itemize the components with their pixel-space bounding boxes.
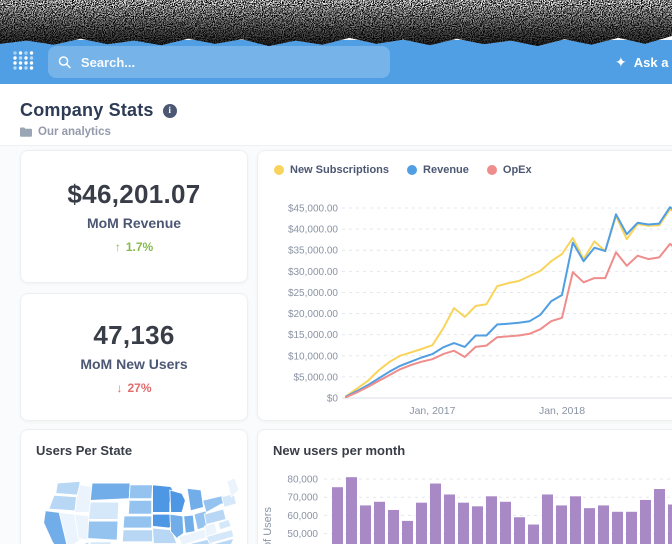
metabase-logo-icon[interactable] <box>11 49 37 75</box>
state-tn <box>187 537 213 544</box>
legend-item-new-subscriptions[interactable]: New Subscriptions <box>274 164 389 176</box>
noise-band <box>0 0 672 46</box>
ask-a-question-button[interactable]: ✦ Ask a <box>615 40 668 84</box>
svg-text:$30,000.00: $30,000.00 <box>288 267 338 278</box>
state-in <box>183 514 196 534</box>
card-mom-new-users[interactable]: 47,136 MoM New Users ↓ 27% <box>20 293 248 421</box>
legend-dot-red <box>486 165 497 175</box>
info-icon[interactable]: i <box>162 103 177 118</box>
folder-icon <box>20 127 32 137</box>
svg-text:80,000: 80,000 <box>287 475 318 486</box>
card-new-users-per-month[interactable]: New users per month of Users 80,000 70,00… <box>257 429 672 544</box>
ask-a-question-label: Ask a <box>633 54 669 70</box>
state-wi <box>169 489 186 513</box>
us-choropleth-map <box>43 477 239 544</box>
svg-text:Jan, 2018: Jan, 2018 <box>539 405 585 417</box>
state-nne <box>221 492 237 508</box>
card-users-per-state[interactable]: Users Per State <box>20 429 248 544</box>
chart-legend: New Subscriptions Revenue OpEx <box>258 151 672 176</box>
breadcrumb-label: Our analytics <box>38 126 111 138</box>
state-ks <box>121 529 153 543</box>
state-wv <box>203 522 218 538</box>
page-title: Company Stats <box>20 100 154 120</box>
svg-text:50,000: 50,000 <box>287 529 318 540</box>
card-revenue-trend[interactable]: New Subscriptions Revenue OpEx $45,000.0… <box>257 150 672 421</box>
legend-label: Revenue <box>423 164 469 176</box>
state-nv <box>58 511 81 544</box>
search-input[interactable] <box>78 53 380 71</box>
state-id <box>74 484 93 513</box>
bar-card-title: New users per month <box>273 443 406 458</box>
trend-down-icon: ↓ <box>116 380 123 395</box>
dashboard-canvas: $46,201.07 MoM Revenue ↑ 1.7% 47,136 MoM… <box>0 146 672 544</box>
legend-label: OpEx <box>502 164 532 176</box>
mom-new-users-value: 47,136 <box>93 319 175 350</box>
mom-revenue-delta: ↑ 1.7% <box>115 240 153 254</box>
page-header: Company Stats i Our analytics <box>0 84 672 146</box>
state-sd <box>127 499 153 515</box>
svg-text:$25,000.00: $25,000.00 <box>288 288 338 299</box>
legend-item-opex[interactable]: OpEx <box>486 164 532 176</box>
svg-text:$35,000.00: $35,000.00 <box>288 246 338 257</box>
legend-dot-blue <box>407 165 418 175</box>
search-icon <box>58 56 71 69</box>
state-ut <box>74 513 91 541</box>
svg-text:70,000: 70,000 <box>287 493 318 504</box>
mom-new-users-delta-value: 27% <box>127 380 152 395</box>
state-wy <box>88 501 120 520</box>
state-nd <box>128 484 154 500</box>
map-card-title: Users Per State <box>36 443 133 458</box>
mom-new-users-label: MoM New Users <box>80 355 188 372</box>
svg-text:$0: $0 <box>327 394 339 405</box>
svg-text:Jan, 2017: Jan, 2017 <box>409 405 455 417</box>
line-chart: $45,000.00 $40,000.00 $35,000.00 $30,000.00… <box>288 204 672 417</box>
svg-text:$20,000.00: $20,000.00 <box>288 309 338 320</box>
state-pa <box>203 508 227 526</box>
svg-text:$40,000.00: $40,000.00 <box>288 225 338 236</box>
state-az <box>82 541 90 544</box>
mom-revenue-value: $46,201.07 <box>67 179 201 209</box>
state-me <box>226 477 239 498</box>
state-wa <box>55 480 81 496</box>
sparkle-icon: ✦ <box>615 54 627 70</box>
svg-text:60,000: 60,000 <box>287 511 318 522</box>
card-mom-revenue[interactable]: $46,201.07 MoM Revenue ↑ 1.7% <box>20 150 248 283</box>
trend-up-icon: ↑ <box>114 240 121 254</box>
svg-text:$10,000.00: $10,000.00 <box>288 351 338 362</box>
mom-new-users-delta: ↓ 27% <box>116 381 151 395</box>
state-ne <box>122 515 153 529</box>
legend-label: New Subscriptions <box>290 164 390 176</box>
svg-text:$15,000.00: $15,000.00 <box>288 330 338 341</box>
state-or <box>48 494 79 512</box>
state-md <box>217 518 232 531</box>
state-mi <box>186 487 205 512</box>
mom-revenue-label: MoM Revenue <box>86 215 182 231</box>
state-nm <box>89 541 112 544</box>
state-co <box>87 520 119 541</box>
svg-text:$5,000.00: $5,000.00 <box>294 372 339 383</box>
noise-fade <box>0 0 672 46</box>
mom-revenue-delta-value: 1.7% <box>125 240 154 254</box>
bar-chart: 80,000 70,000 60,000 50,000 <box>287 475 672 544</box>
legend-item-revenue[interactable]: Revenue <box>407 164 469 176</box>
svg-text:$45,000.00: $45,000.00 <box>288 204 338 215</box>
legend-dot-yellow <box>274 165 284 175</box>
state-nc <box>211 537 235 544</box>
breadcrumb[interactable]: Our analytics <box>20 126 672 138</box>
state-mt <box>89 482 131 501</box>
search-box[interactable] <box>48 46 390 78</box>
app-header: ✦ Ask a <box>0 40 672 84</box>
